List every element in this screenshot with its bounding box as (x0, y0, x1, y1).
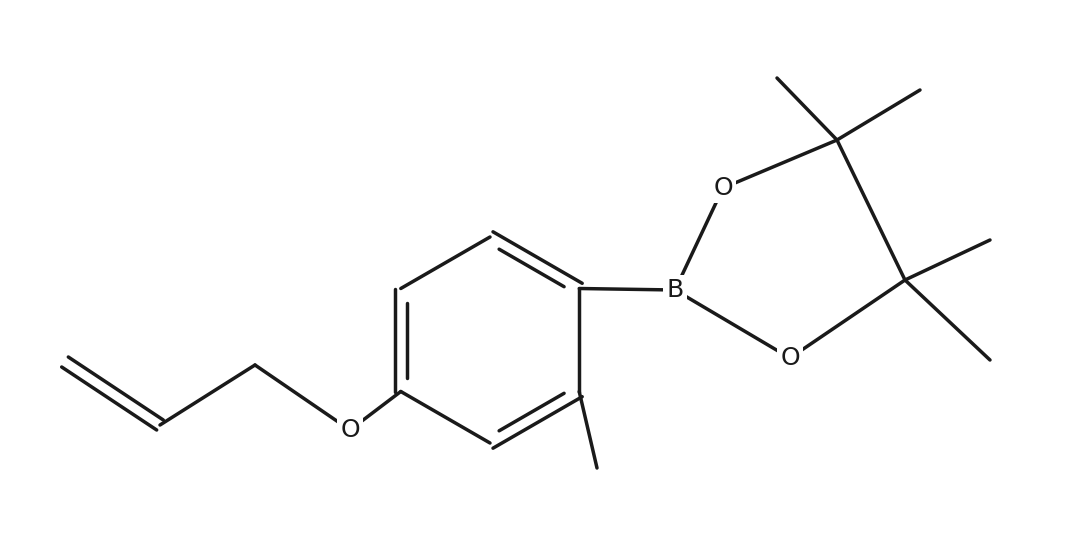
Text: O: O (341, 418, 360, 442)
Text: O: O (714, 176, 733, 200)
Text: B: B (666, 278, 683, 302)
Text: O: O (780, 346, 800, 370)
